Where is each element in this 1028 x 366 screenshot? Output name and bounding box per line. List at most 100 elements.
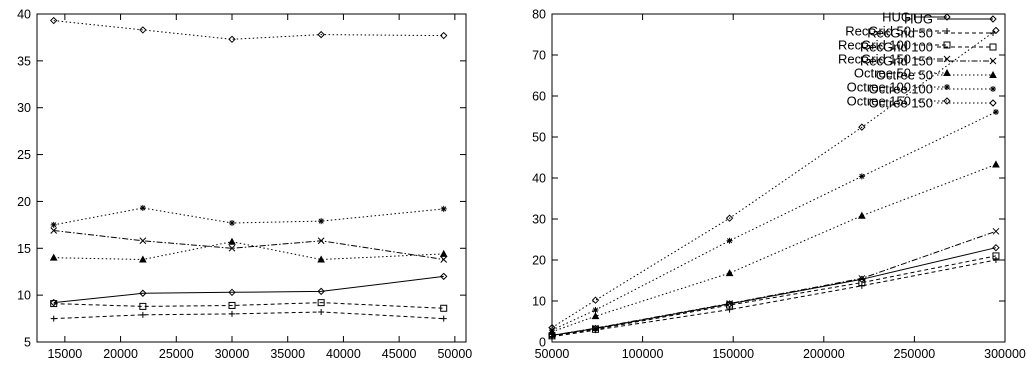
point-octree-50 — [139, 255, 147, 263]
point-octree-150 — [317, 30, 325, 39]
y-tick-label: 30 — [532, 213, 546, 227]
point-octree-150 — [725, 214, 734, 222]
x-tick-label: 35000 — [270, 347, 305, 361]
series-line-octree-100 — [53, 207, 444, 226]
legend-marker — [943, 68, 951, 76]
chart-2-frame — [551, 13, 1006, 343]
y-tick-label: 20 — [532, 254, 546, 268]
series-hug — [548, 243, 1000, 340]
legend-label: Octree 50 — [854, 66, 911, 81]
x-tick-label: 15000 — [47, 347, 82, 361]
point-octree-100 — [50, 221, 57, 228]
legend-item-recgrid-50: RecGrid 50 — [867, 26, 996, 41]
y-tick-label: 30 — [17, 101, 31, 115]
y-tick-label: 10 — [532, 295, 546, 309]
point-recgrid-100 — [726, 301, 734, 309]
point-hug — [228, 288, 236, 297]
legend-item-octree-150: Octree 150 — [869, 96, 997, 111]
legend-marker — [989, 43, 997, 51]
point-hug — [50, 298, 58, 307]
series-line-octree-50 — [53, 241, 444, 261]
point-recgrid-100 — [591, 325, 599, 333]
series-line-recgrid-50 — [53, 311, 444, 320]
x-tick-label: 50000 — [535, 347, 570, 361]
chart-2: 50000 100000 150000 200000 250000 300000 0 10 20… — [532, 8, 1026, 362]
point-recgrid-50 — [50, 315, 57, 322]
series-recgrid-50 — [549, 257, 999, 340]
legend-item-hug: HUG — [882, 10, 951, 25]
y-tick-label: 10 — [17, 289, 31, 303]
legend-marker — [943, 13, 951, 21]
point-octree-100 — [992, 108, 999, 115]
legend-label: RecGrid 150 — [838, 52, 911, 67]
x-tick-label: 45000 — [382, 347, 417, 361]
x-tick-label: 50000 — [437, 347, 472, 361]
chart-1-frame — [36, 13, 467, 343]
point-recgrid-150 — [317, 237, 325, 245]
legend-marker — [989, 70, 997, 78]
series-octree-100 — [549, 108, 999, 334]
point-octree-50 — [439, 249, 448, 257]
point-octree-50 — [228, 237, 236, 245]
point-hug — [440, 272, 448, 281]
x-tick-label: 30000 — [215, 347, 250, 361]
chart-1-series — [49, 16, 448, 322]
y-tick-label: 5 — [24, 336, 31, 350]
legend-item-octree-100: Octree 100 — [847, 80, 950, 95]
legend-label: RecGrid 100 — [838, 38, 911, 53]
point-hug — [858, 275, 866, 283]
point-recgrid-150 — [726, 300, 733, 307]
point-recgrid-150 — [858, 275, 866, 282]
series-line-recgrid-150 — [53, 230, 444, 260]
point-octree-100 — [440, 205, 447, 212]
point-octree-150 — [228, 35, 236, 44]
legend-marker — [943, 41, 951, 49]
point-octree-100 — [726, 237, 733, 244]
point-recgrid-100 — [50, 300, 58, 308]
series-octree-150 — [548, 26, 1000, 332]
x-tick-label: 25000 — [159, 347, 194, 361]
legend-marker — [944, 84, 950, 90]
legend-item-recgrid-50: RecGrid 50 — [845, 24, 950, 39]
point-octree-50 — [725, 269, 734, 277]
point-recgrid-100 — [317, 299, 325, 307]
legend-item-recgrid-100: RecGrid 100 — [838, 38, 951, 53]
legend-label: RecGrid 50 — [845, 24, 911, 39]
point-recgrid-50 — [992, 257, 999, 263]
chart-2-x-axis: 50000 100000 150000 200000 250000 300000 — [535, 14, 1026, 361]
point-recgrid-50 — [726, 306, 733, 313]
series-recgrid-100 — [50, 299, 448, 312]
point-octree-150 — [858, 123, 866, 131]
point-recgrid-50 — [139, 311, 146, 318]
legend-marker — [989, 57, 997, 65]
point-recgrid-150 — [139, 237, 147, 245]
legend-label: Octree 100 — [869, 82, 933, 97]
legend-marker — [989, 99, 997, 107]
series-octree-100 — [50, 204, 447, 228]
series-line-octree-150 — [551, 29, 997, 329]
legend-marker — [990, 30, 996, 36]
point-recgrid-50 — [440, 315, 447, 322]
legend-item-octree-50: Octree 50 — [876, 68, 997, 83]
point-octree-50 — [317, 255, 325, 263]
chart-1-x-axis: 15000 20000 25000 30000 35000 40000 45000 50000 — [47, 14, 472, 361]
point-hug — [139, 289, 147, 297]
point-recgrid-100 — [440, 304, 448, 312]
x-tick-label: 200000 — [803, 347, 845, 361]
x-tick-label: 40000 — [326, 347, 361, 361]
legend-label: Octree 100 — [847, 80, 911, 95]
point-octree-150 — [139, 26, 147, 34]
series-line-hug — [551, 247, 997, 336]
x-tick-label: 150000 — [712, 347, 754, 361]
x-tick-label: 100000 — [622, 347, 664, 361]
y-tick-label: 60 — [532, 90, 546, 104]
series-octree-50 — [548, 160, 1000, 335]
legend-label: RecGrid 150 — [860, 54, 933, 69]
point-octree-150 — [548, 323, 556, 332]
series-recgrid-50 — [50, 309, 447, 322]
legend-label: Octree 50 — [876, 68, 933, 83]
legend-item-octree-150: Octree 150 — [847, 94, 951, 109]
series-octree-150 — [50, 16, 448, 44]
series-line-octree-150 — [53, 20, 444, 40]
